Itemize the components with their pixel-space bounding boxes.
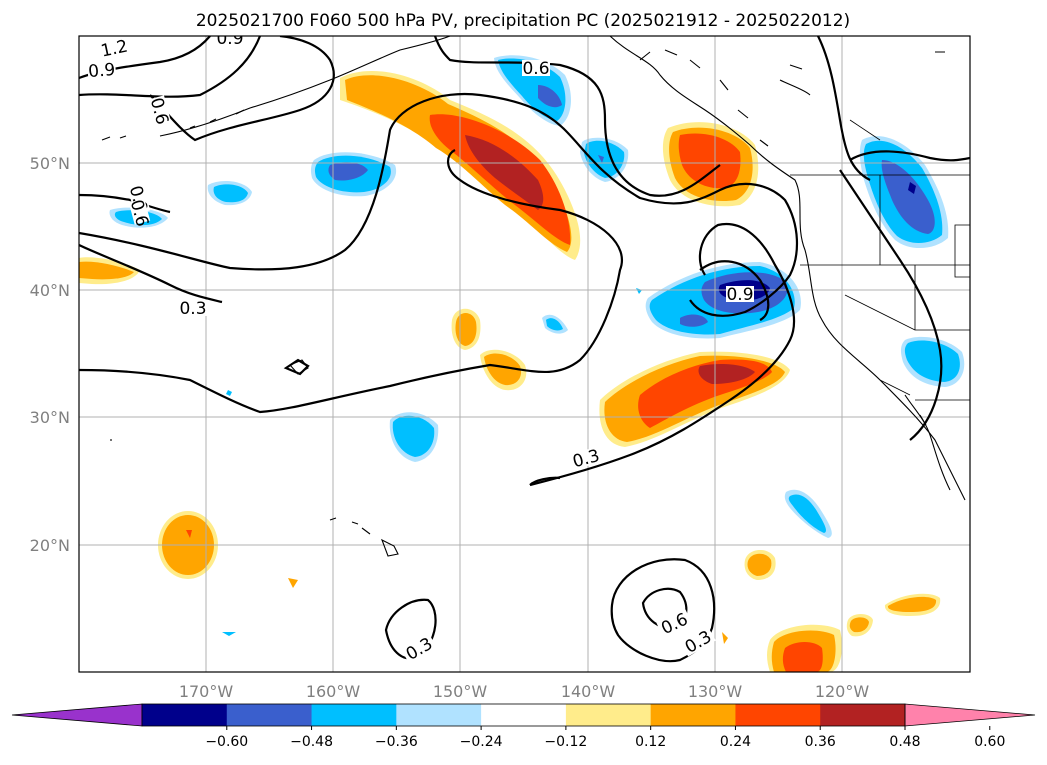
lat-tick-label: 20°N [30,536,70,555]
borders [790,119,970,401]
precip-anomaly-positive [79,257,941,644]
colorbar-swatch [226,704,313,726]
colorbar: −0.60 −0.48 −0.36 −0.24 −0.12 0.12 0.24 0.36 0.4… [11,703,1036,750]
colorbar-tick-label: −0.60 [205,734,248,750]
map-panel [79,36,970,672]
graticule [79,36,970,672]
colorbar-swatch [820,704,906,726]
colorbar-frame [141,703,906,727]
lat-tick-label: 50°N [30,154,70,173]
colorbar-tick-label: 0.36 [805,734,836,750]
colorbar-tick-label: 0.60 [974,734,1005,750]
lat-tick-labels: 50°N 40°N 30°N 20°N [30,154,70,555]
contour-label: 0.6 [522,59,549,79]
colorbar-tick-label: −0.12 [544,734,587,750]
contour-label: 0.9 [216,29,243,49]
colorbar-swatch [142,704,228,726]
lat-tick-label: 40°N [30,281,70,300]
colorbar-tick-label: −0.24 [460,734,503,750]
map-frame [78,35,971,673]
colorbar-swatch [396,704,482,726]
contour-labels: 1.2 0.9 0.9 0.6 0.6 0.9 0.3 0.6 0.9 0.3 … [87,29,754,665]
precip-anomaly-positive [340,70,581,261]
colorbar-extend-high [904,703,1036,727]
colorbar-swatch [565,704,652,726]
precip-anomaly-positive [599,351,790,447]
lat-tick-label: 30°N [30,408,70,427]
colorbar-extend-low [11,703,143,727]
coastlines [101,36,966,557]
contour-label: 0.9 [87,60,116,82]
contour-label: 0.9 [726,285,753,305]
colorbar-tick-label: 0.12 [635,734,666,750]
pv-contours [79,36,970,663]
lon-tick-labels: 170°W 160°W 150°W 140°W 130°W 120°W [179,682,870,701]
colorbar-swatch [735,704,821,726]
lon-tick-label: 140°W [561,682,616,701]
lon-tick-label: 150°W [433,682,488,701]
lon-tick-label: 130°W [688,682,743,701]
contour-label: 0.3 [179,299,206,319]
lon-tick-label: 160°W [306,682,361,701]
colorbar-tick-label: −0.48 [290,734,333,750]
colorbar-swatch [481,704,567,726]
lon-tick-label: 120°W [815,682,870,701]
precip-anomaly-negative [645,262,801,339]
colorbar-tick-label: 0.48 [889,734,920,750]
precip-anomaly-negative [859,136,949,249]
figure-title: 2025021700 F060 500 hPa PV, precipitatio… [196,11,850,31]
colorbar-tick-label: −0.36 [375,734,418,750]
colorbar-swatch [650,704,736,726]
colorbar-swatch [311,704,397,726]
precip-anomaly-positive [767,624,842,672]
colorbar-tick-label: 0.24 [720,734,751,750]
lon-tick-label: 170°W [179,682,234,701]
